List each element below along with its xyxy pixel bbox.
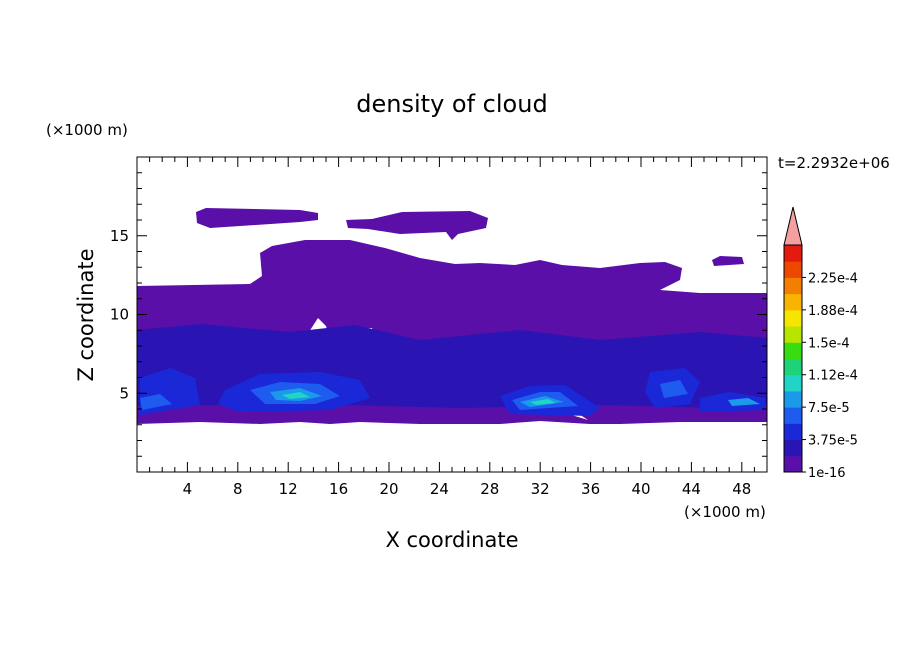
x-tick-label: 12	[279, 480, 298, 498]
colorbar-segment	[784, 261, 802, 278]
colorbar-label: 1e-16	[808, 466, 846, 481]
cloud-density-layers	[137, 324, 767, 416]
colorbar-label: 1.5e-4	[808, 336, 850, 351]
colorbar: 1e-16 3.75e-5 7.5e-5 1.12e-4 1.5e-4 1.88e-4 2.…	[783, 206, 858, 481]
x-tick-label: 8	[233, 480, 243, 498]
colorbar-segment	[784, 245, 802, 262]
colorbar-segment	[784, 374, 802, 392]
colorbar-segment	[784, 293, 802, 311]
x-tick-label: 16	[329, 480, 348, 498]
colorbar-extend-arrow	[783, 206, 803, 246]
x-tick-label: 36	[581, 480, 600, 498]
colorbar-segment	[784, 309, 802, 327]
cloud-upper-mid	[346, 211, 488, 240]
colorbar-label: 1.88e-4	[808, 304, 858, 319]
colorbar-frame	[783, 244, 803, 473]
x-tick-label: 28	[480, 480, 499, 498]
colorbar-segment	[784, 439, 802, 457]
colorbar-segment	[784, 277, 802, 295]
x-tick-label: 4	[183, 480, 193, 498]
cloud-upper-right	[712, 256, 744, 266]
colorbar-segment	[784, 423, 802, 441]
colorbar-segment	[784, 455, 802, 473]
time-label: t=2.2932e+06	[778, 154, 890, 172]
x-unit-label: (×1000 m)	[684, 503, 766, 521]
colorbar-segment	[784, 358, 802, 376]
colorbar-segment	[784, 390, 802, 408]
y-tick-label: 10	[110, 306, 129, 324]
cloud-upper-left	[196, 208, 318, 228]
y-tick-label: 5	[119, 384, 129, 402]
colorbar-segment	[784, 326, 802, 343]
y-axis-label: Z coordinate	[74, 248, 98, 381]
chart-title: density of cloud	[356, 90, 547, 118]
x-tick-label: 44	[682, 480, 701, 498]
y-unit-label: (×1000 m)	[46, 121, 128, 139]
x-tick-label: 32	[531, 480, 550, 498]
x-tick-label: 20	[379, 480, 398, 498]
x-tick-label: 24	[430, 480, 449, 498]
x-axis: 4 8 12 16 20 24 28 32 36 40 44 48	[149, 157, 755, 498]
colorbar-label: 2.25e-4	[808, 271, 858, 286]
colorbar-label: 3.75e-5	[808, 434, 858, 449]
x-axis-label: X coordinate	[385, 528, 518, 552]
x-tick-label: 40	[631, 480, 650, 498]
colorbar-segment	[784, 342, 802, 359]
colorbar-segment	[784, 407, 802, 424]
colorbar-label: 7.5e-5	[808, 401, 850, 416]
x-tick-label: 48	[732, 480, 751, 498]
colorbar-label: 1.12e-4	[808, 369, 858, 384]
y-tick-label: 15	[110, 227, 129, 245]
y-axis: 5 10 15	[110, 172, 767, 457]
